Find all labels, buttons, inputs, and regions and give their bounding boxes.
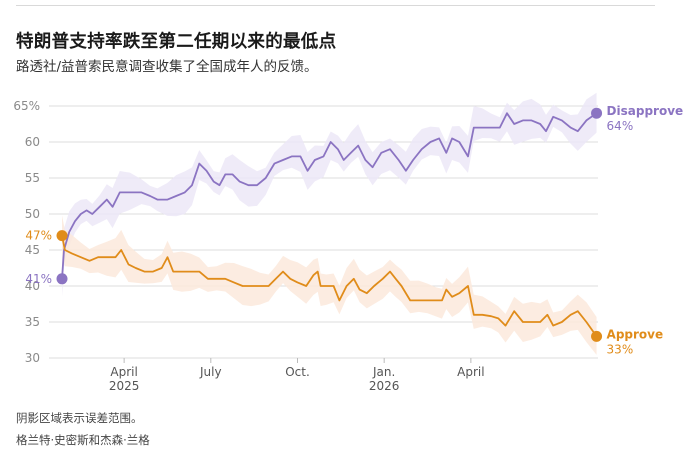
chart-subtitle: 路透社/益普索民意调查收集了全国成年人的反馈。 <box>16 59 318 75</box>
series-name-label: Disapprove <box>607 104 684 118</box>
end-value-label: 64% <box>607 119 634 133</box>
top-divider <box>16 5 655 6</box>
footnote-error-margin: 阴影区域表示误差范围。 <box>16 411 143 425</box>
end-point-disapprove <box>591 107 603 119</box>
y-tick-label: 35 <box>25 315 40 329</box>
x-tick-label: July <box>199 365 222 379</box>
start-value-label: 47% <box>25 229 52 243</box>
y-tick-label: 65% <box>13 99 40 113</box>
error-band-disapprove <box>62 92 597 297</box>
chart-title: 特朗普支持率跌至第二任期以来的最低点 <box>16 32 337 52</box>
x-tick-year-label: 2025 <box>109 379 140 393</box>
y-tick-label: 50 <box>25 207 40 221</box>
y-tick-label: 55 <box>25 171 40 185</box>
x-tick-label: Oct. <box>285 365 310 379</box>
footnote-credit: 格兰特·史密斯和杰森·兰格 <box>16 433 150 447</box>
y-tick-label: 45 <box>25 243 40 257</box>
series-line-disapprove <box>61 112 598 279</box>
x-tick-label: April <box>110 365 137 379</box>
series-lines <box>56 107 603 342</box>
start-point-disapprove <box>56 273 68 285</box>
y-tick-label: 60 <box>25 135 40 149</box>
end-value-label: 33% <box>607 342 634 356</box>
y-tick-label: 40 <box>25 279 40 293</box>
x-tick-year-label: 2026 <box>369 379 400 393</box>
start-point-approve <box>56 230 68 242</box>
x-tick-label: Jan. <box>372 365 395 379</box>
error-bands <box>62 92 597 355</box>
start-value-label: 41% <box>25 272 52 286</box>
end-point-approve <box>591 330 603 342</box>
series-name-label: Approve <box>607 327 664 341</box>
series-line-approve <box>61 235 598 337</box>
x-tick-label: April <box>457 365 484 379</box>
y-tick-label: 30 <box>25 351 40 365</box>
